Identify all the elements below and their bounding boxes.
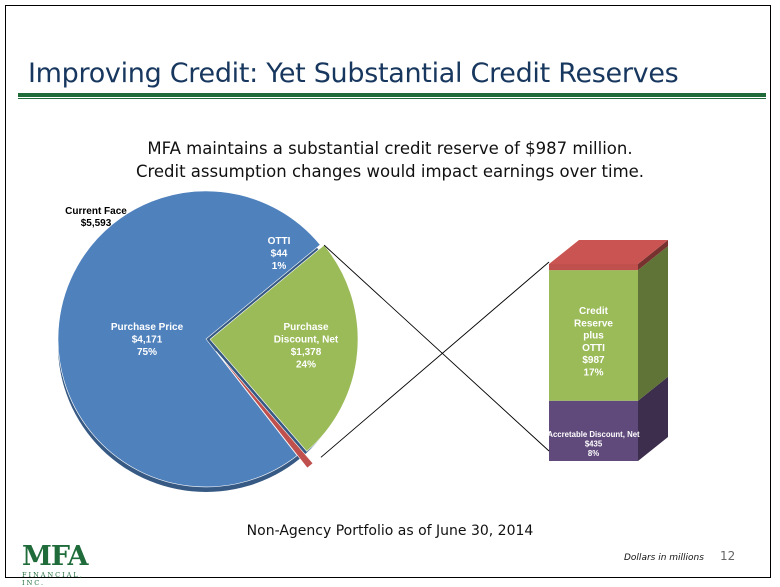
purchase-discount-label-line: 24% xyxy=(296,360,316,371)
credit-reserve-label-line: $987 xyxy=(582,355,605,366)
bar-side-credit_reserve xyxy=(638,246,668,401)
purchase-price-label-line: 75% xyxy=(137,347,157,358)
accretable-discount-label: Accretable Discount, Net $435 8% xyxy=(547,430,640,458)
slide-frame xyxy=(5,5,771,578)
bar-segment-otti xyxy=(549,264,638,271)
purchase-discount-label-line: Discount, Net xyxy=(274,335,339,346)
otti-label-line: 1% xyxy=(272,261,287,272)
purchase-discount-label-line: $1,378 xyxy=(291,347,322,358)
accretable-discount-label-line: Accretable Discount, Net xyxy=(547,430,640,439)
page-number: 12 xyxy=(720,549,736,563)
title-divider-thin xyxy=(18,98,766,99)
portfolio-date-note: Non-Agency Portfolio as of June 30, 2014 xyxy=(246,523,534,539)
otti-label: OTTI $44 1% xyxy=(268,236,291,272)
connector-line-bottom xyxy=(323,244,550,452)
otti-label-line: OTTI xyxy=(268,236,291,247)
purchase-price-label-line: $4,171 xyxy=(132,335,163,346)
logo-mark: MFA xyxy=(22,541,88,572)
purchase-price-label-line: Purchase Price xyxy=(111,322,184,333)
bar-side-accretable xyxy=(638,376,668,461)
chart-labels: Current Face $5,593 Purchase Price $4,171 75… xyxy=(65,206,640,458)
slide-title: Improving Credit: Yet Substantial Credit… xyxy=(28,58,679,89)
accretable-discount-label-line: 8% xyxy=(588,449,599,458)
current-face-label-line: Current Face xyxy=(65,206,127,217)
credit-reserve-label-line: 17% xyxy=(583,368,603,379)
pie-slice-otti xyxy=(215,351,314,469)
credit-reserve-label-line: plus xyxy=(583,331,604,342)
otti-label-line: $44 xyxy=(271,249,288,260)
logo-subtext: FINANCIAL, INC. xyxy=(22,571,84,587)
current-face-label: Current Face $5,593 xyxy=(65,206,127,229)
title-divider xyxy=(18,93,766,97)
subtitle-line-2: Credit assumption changes would impact e… xyxy=(135,162,645,181)
bar-side-otti xyxy=(638,240,668,271)
purchase-price-label: Purchase Price $4,171 75% xyxy=(111,322,184,358)
units-note: Dollars in millions xyxy=(624,553,704,563)
credit-reserve-label-line: Credit xyxy=(579,306,609,317)
bar-top-face xyxy=(549,240,668,264)
credit-reserve-label-line: Reserve xyxy=(574,318,613,329)
accretable-discount-label-line: $435 xyxy=(585,440,603,449)
current-face-label-line: $5,593 xyxy=(81,218,112,229)
stacked-bar-chart xyxy=(320,240,668,461)
pie-slice-purchase-discount xyxy=(209,244,359,452)
pie-chart xyxy=(57,190,359,492)
subtitle-line-1: MFA maintains a substantial credit reser… xyxy=(147,139,633,158)
pie-slice-purchase-price xyxy=(57,190,321,488)
purchase-discount-label-line: Purchase xyxy=(283,322,328,333)
bar-segment-credit_reserve xyxy=(549,270,638,401)
credit-reserve-label: Credit Reserve plus OTTI $987 17% xyxy=(574,306,613,379)
credit-reserve-label-line: OTTI xyxy=(582,343,605,354)
mfa-logo: MFA FINANCIAL, INC. xyxy=(22,543,104,587)
connector-line-top xyxy=(320,261,550,458)
bar-segment-accretable xyxy=(549,400,638,461)
purchase-discount-label: Purchase Discount, Net $1,378 24% xyxy=(274,322,339,371)
